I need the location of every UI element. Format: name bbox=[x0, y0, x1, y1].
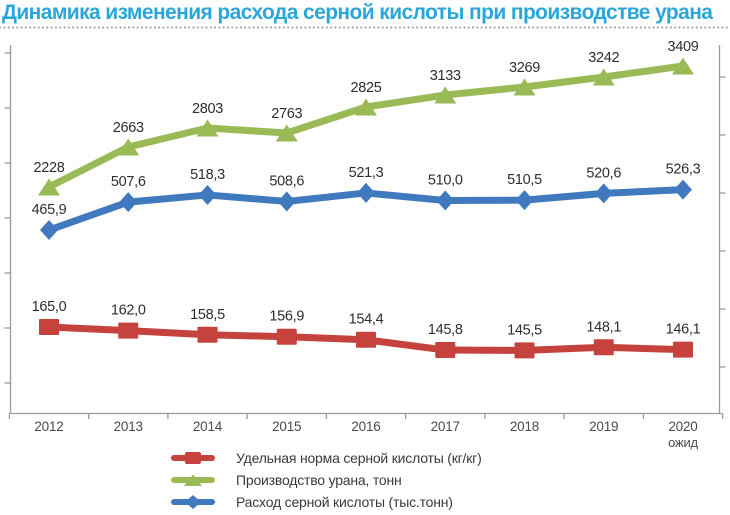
data-label: 510,5 bbox=[507, 172, 542, 188]
data-label: 156,9 bbox=[269, 309, 304, 325]
legend-diamond-swatch bbox=[171, 495, 215, 509]
chart-title: Динамика изменения расхода серной кислот… bbox=[2, 1, 713, 24]
series-data-labels: 465,9 507,6 518,3 508,6 521,3 510,0 510,5 520,6… bbox=[32, 162, 701, 218]
data-label: 520,6 bbox=[586, 165, 621, 181]
legend-item-acid-consumption: Расход серной кислоты (тыс.тонн) bbox=[170, 491, 482, 513]
x-tick-label: 2015 bbox=[272, 419, 301, 434]
series-square bbox=[39, 319, 693, 359]
series-diamond bbox=[40, 179, 692, 241]
data-label: 2663 bbox=[113, 120, 144, 136]
axes bbox=[0, 26, 730, 419]
data-label: 162,0 bbox=[111, 303, 146, 319]
data-label: 521,3 bbox=[349, 165, 384, 181]
data-label: 510,0 bbox=[428, 173, 463, 189]
series-triangle bbox=[38, 57, 694, 196]
legend-item-specific-rate: Удельная норма серной кислоты (кг/кг) bbox=[170, 447, 482, 469]
data-label: 508,6 bbox=[269, 173, 304, 189]
data-label: 148,1 bbox=[586, 319, 621, 335]
x-tick-label: 2019 bbox=[589, 419, 618, 434]
legend-label: Расход серной кислоты (тыс.тонн) bbox=[236, 494, 453, 510]
series-data-labels: 2228 2663 2803 2763 2825 3133 3269 3242 3409 bbox=[33, 39, 699, 176]
legend-item-uranium-production: Производство урана, тонн bbox=[170, 469, 482, 491]
data-label: 2228 bbox=[33, 160, 64, 176]
data-label: 145,8 bbox=[428, 322, 463, 338]
data-label: 3269 bbox=[509, 60, 540, 76]
x-tick-label: 2013 bbox=[114, 419, 143, 434]
data-label: 145,5 bbox=[507, 322, 542, 338]
x-tick-label: 2012 bbox=[34, 419, 63, 434]
data-label: 3409 bbox=[667, 39, 698, 55]
legend-label: Производство урана, тонн bbox=[236, 472, 402, 488]
x-tick-note: ожид bbox=[668, 435, 698, 450]
data-label: 158,5 bbox=[190, 307, 225, 323]
x-tick-label: 2014 bbox=[193, 419, 223, 434]
legend-marker-triangle-icon bbox=[170, 472, 216, 488]
chart-legend: Удельная норма серной кислоты (кг/кг) Пр… bbox=[170, 447, 482, 513]
legend-triangle-swatch bbox=[171, 474, 215, 486]
legend-label: Удельная норма серной кислоты (кг/кг) bbox=[236, 450, 482, 466]
legend-square-swatch bbox=[171, 452, 215, 464]
x-tick-label: 2016 bbox=[351, 419, 380, 434]
x-tick-label: 2020 bbox=[668, 419, 697, 434]
data-label: 526,3 bbox=[666, 162, 701, 178]
data-label: 465,9 bbox=[32, 202, 67, 218]
data-label: 146,1 bbox=[666, 322, 701, 338]
series-data-labels: 165,0 162,0 158,5 156,9 154,4 145,8 145,5 148,1… bbox=[32, 299, 701, 338]
data-label: 507,6 bbox=[111, 174, 146, 190]
legend-marker-square-icon bbox=[170, 450, 216, 466]
data-label: 2825 bbox=[350, 80, 381, 96]
data-label: 518,3 bbox=[190, 167, 225, 183]
data-label: 165,0 bbox=[32, 299, 67, 315]
x-tick-label: 2017 bbox=[431, 419, 460, 434]
data-label: 2803 bbox=[192, 101, 223, 117]
data-label: 2763 bbox=[271, 106, 302, 122]
data-label: 3133 bbox=[430, 68, 461, 84]
x-tick-label: 2018 bbox=[510, 419, 539, 434]
legend-marker-diamond-icon bbox=[170, 494, 216, 510]
data-label: 3242 bbox=[588, 50, 619, 66]
data-label: 154,4 bbox=[349, 312, 384, 328]
